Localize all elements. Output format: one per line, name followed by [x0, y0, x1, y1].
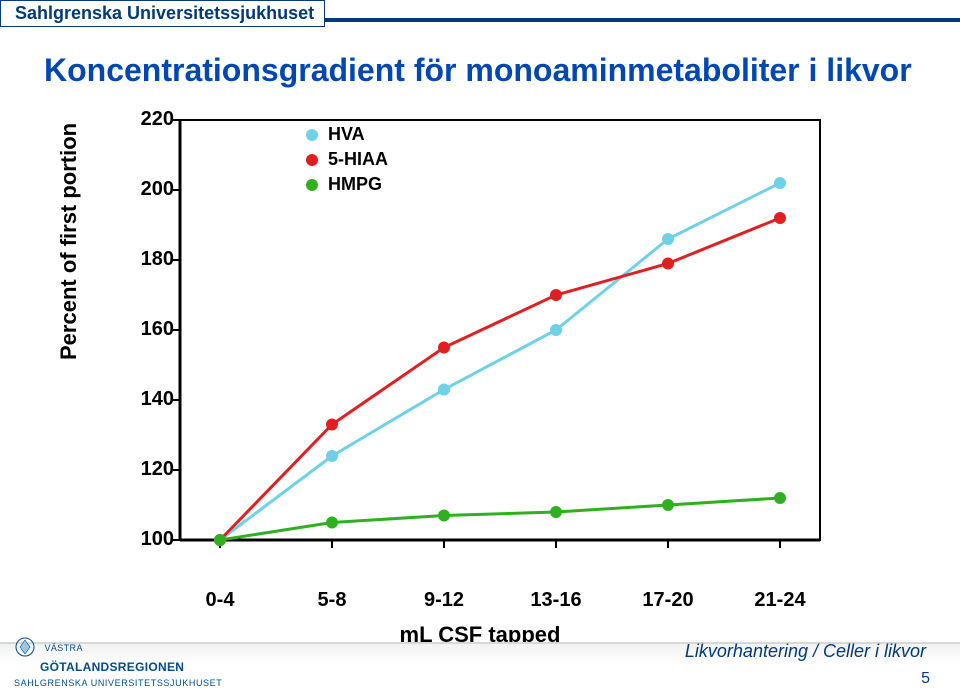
x-tick-label: 17-20: [638, 589, 698, 612]
x-tick-label: 9-12: [414, 589, 474, 612]
legend-label: HMPG: [328, 174, 382, 195]
legend-dot-hmpg: [306, 179, 318, 191]
footer-logo-block: VÄSTRA GÖTALANDSREGIONEN SAHLGRENSKA UNI…: [14, 636, 222, 688]
logo-line2: GÖTALANDSREGIONEN: [40, 660, 184, 674]
y-tick-label: 120: [104, 458, 174, 481]
y-tick-label: 180: [104, 248, 174, 271]
legend-label: HVA: [328, 124, 365, 145]
logo-line1: VÄSTRA: [44, 643, 82, 653]
header-org-box: Sahlgrenska Universitetssjukhuset: [0, 0, 325, 27]
legend-row: HMPG: [306, 174, 388, 195]
x-tick-label: 21-24: [750, 589, 810, 612]
page-number: 5: [921, 670, 930, 688]
x-tick-label: 5-8: [302, 589, 362, 612]
slide-title: Koncentrationsgradient för monoaminmetab…: [44, 52, 912, 89]
chart-area: Percent of first portion mL CSF tapped H…: [120, 110, 840, 580]
logo-line3: SAHLGRENSKA UNIVERSITETSSJUKHUSET: [14, 678, 222, 688]
legend-row: 5-HIAA: [306, 149, 388, 170]
y-tick-label: 200: [104, 178, 174, 201]
slide-page: Sahlgrenska Universitetssjukhuset Koncen…: [0, 0, 960, 696]
legend-row: HVA: [306, 124, 388, 145]
y-tick-label: 140: [104, 388, 174, 411]
y-tick-label: 100: [104, 528, 174, 551]
header-org-text: Sahlgrenska Universitetssjukhuset: [15, 3, 314, 23]
y-tick-label: 160: [104, 318, 174, 341]
legend-label: 5-HIAA: [328, 149, 388, 170]
x-tick-label: 0-4: [190, 589, 250, 612]
x-tick-label: 13-16: [526, 589, 586, 612]
region-logo-icon: [14, 636, 36, 658]
legend-dot-hva: [306, 129, 318, 141]
footer-breadcrumb: Likvorhantering / Celler i likvor: [685, 641, 926, 662]
y-axis-label: Percent of first portion: [56, 123, 82, 360]
chart-svg: [120, 110, 840, 580]
y-tick-label: 220: [104, 108, 174, 131]
legend-dot-5hiaa: [306, 154, 318, 166]
chart-legend: HVA 5-HIAA HMPG: [306, 124, 388, 199]
